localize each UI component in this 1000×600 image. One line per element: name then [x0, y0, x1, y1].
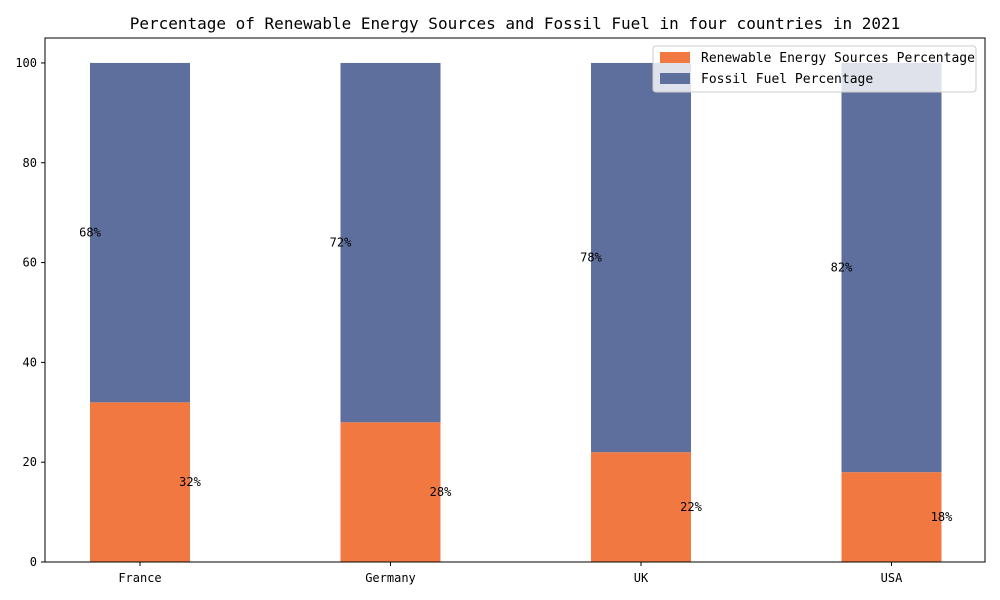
- data-label-renewable-france: 32%: [179, 475, 201, 489]
- plot-frame: [44, 37, 986, 563]
- bar-fossil-usa: [841, 62, 942, 473]
- data-label-fossil-france: 68%: [79, 226, 101, 240]
- y-tick-label-80: 80: [23, 156, 37, 170]
- data-label-renewable-usa: 18%: [931, 510, 953, 524]
- chart-title: Percentage of Renewable Energy Sources a…: [130, 14, 901, 33]
- x-tick-label-uk: UK: [634, 571, 649, 585]
- data-label-fossil-usa: 82%: [831, 261, 853, 275]
- axes-layer: France Germany UK USA 0 20 40 60 80 100: [15, 37, 986, 585]
- legend: Renewable Energy Sources Percentage Fossi…: [652, 45, 977, 93]
- bars-layer: [90, 62, 942, 562]
- bar-fossil-france: [90, 62, 190, 403]
- y-tick-label-0: 0: [30, 555, 37, 569]
- bar-renewable-uk: [591, 452, 691, 562]
- x-tick-label-germany: Germany: [365, 571, 416, 585]
- bar-fossil-germany: [340, 62, 441, 423]
- legend-box: [652, 45, 977, 93]
- legend-swatch-fossil: [660, 73, 690, 84]
- data-label-fossil-uk: 78%: [580, 251, 602, 265]
- y-tick-label-60: 60: [23, 256, 37, 270]
- bar-renewable-france: [90, 402, 190, 562]
- bar-renewable-germany: [340, 422, 441, 562]
- y-tick-label-100: 100: [15, 56, 37, 70]
- x-tick-label-france: France: [118, 571, 161, 585]
- y-tick-label-20: 20: [23, 455, 37, 469]
- legend-swatch-renewable: [660, 52, 690, 63]
- data-label-renewable-germany: 28%: [430, 485, 452, 499]
- data-labels-layer: 32% 68% 28% 72% 22% 78% 18% 82%: [79, 226, 953, 524]
- bar-fossil-uk: [591, 62, 691, 453]
- data-label-renewable-uk: 22%: [680, 500, 702, 514]
- data-label-fossil-germany: 72%: [330, 236, 352, 250]
- bar-renewable-usa: [841, 472, 942, 562]
- legend-label-renewable: Renewable Energy Sources Percentage: [701, 51, 975, 66]
- x-tick-label-usa: USA: [881, 571, 903, 585]
- y-tick-label-40: 40: [23, 355, 37, 369]
- legend-label-fossil: Fossil Fuel Percentage: [701, 72, 873, 87]
